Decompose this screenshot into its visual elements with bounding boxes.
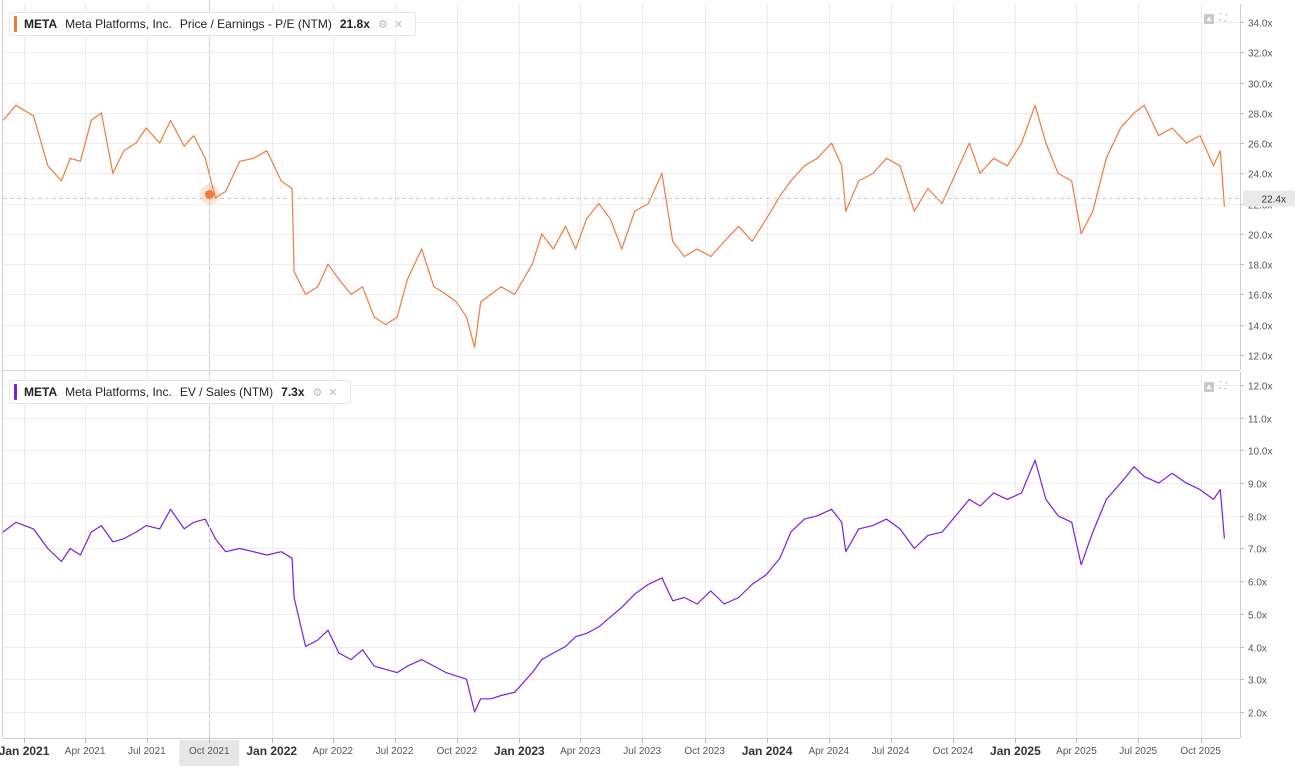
ev-minimize-icon[interactable]: ▲ bbox=[1204, 382, 1214, 392]
y-tick-label: 5.0x bbox=[1248, 611, 1267, 622]
x-tick-label: Apr 2021 bbox=[65, 746, 106, 757]
x-tick-label: Jan 2022 bbox=[246, 744, 297, 758]
pe-minimize-icon[interactable]: ▲ bbox=[1204, 14, 1214, 24]
y-tick-label: 12.0x bbox=[1248, 382, 1272, 393]
ev-panel-controls: ▲ ⛶ bbox=[1204, 382, 1228, 392]
pe-series-swatch bbox=[14, 16, 17, 32]
y-tick-label: 14.0x bbox=[1248, 322, 1272, 333]
pe-maximize-icon[interactable]: ⛶ bbox=[1219, 13, 1227, 24]
y-tick-label: 6.0x bbox=[1248, 578, 1267, 589]
x-tick-label: Oct 2023 bbox=[684, 746, 725, 757]
x-tick-label: Apr 2023 bbox=[560, 746, 601, 757]
x-tick-label: Jul 2025 bbox=[1119, 746, 1157, 757]
ev-legend-ticker: META bbox=[24, 385, 58, 399]
pe-legend-company: Meta Platforms, Inc. bbox=[65, 17, 172, 31]
ev-legend[interactable]: META Meta Platforms, Inc. EV / Sales (NT… bbox=[9, 380, 351, 404]
x-tick-label: Jan 2021 bbox=[0, 744, 50, 758]
x-tick-label: Apr 2025 bbox=[1056, 746, 1097, 757]
x-tick-label: Apr 2024 bbox=[809, 746, 850, 757]
pe-legend-ticker: META bbox=[24, 17, 58, 31]
y-tick-label: 30.0x bbox=[1248, 80, 1272, 91]
y-tick-label: 26.0x bbox=[1248, 140, 1272, 151]
ev-settings-icon[interactable]: ⚙ bbox=[312, 386, 323, 399]
pe-legend[interactable]: META Meta Platforms, Inc. Price / Earnin… bbox=[9, 12, 416, 36]
y-tick-label: 7.0x bbox=[1248, 545, 1267, 556]
y-tick-label: 4.0x bbox=[1248, 644, 1267, 655]
x-tick-label: Jul 2022 bbox=[376, 746, 414, 757]
pe-series-line[interactable] bbox=[2, 104, 1225, 348]
x-tick-label: Jul 2021 bbox=[128, 746, 166, 757]
x-tick-label: Apr 2022 bbox=[312, 746, 353, 757]
ev-maximize-icon[interactable]: ⛶ bbox=[1219, 381, 1227, 392]
x-tick-label: Oct 2022 bbox=[437, 746, 478, 757]
highlighted-x-tick-background bbox=[179, 740, 240, 766]
ev-sales-panel[interactable]: 2.0x 3.0x 4.0x 5.0x 6.0x 7.0x 8.0x 9.0x 10.0x 11.… bbox=[2, 372, 1272, 738]
y-tick-label: 9.0x bbox=[1248, 480, 1267, 491]
x-axis: Jan 2021 Apr 2021 Jul 2021 Oct 2021 Jan 2022… bbox=[0, 738, 1240, 766]
crosshair-value-tag-background bbox=[1243, 190, 1295, 207]
x-tick-label: Jan 2025 bbox=[990, 744, 1041, 758]
y-tick-label: 20.0x bbox=[1248, 231, 1272, 242]
y-tick-label: 18.0x bbox=[1248, 261, 1272, 272]
ev-series-swatch bbox=[14, 384, 17, 400]
x-tick-label: Jan 2024 bbox=[742, 744, 793, 758]
pe-legend-value: 21.8x bbox=[339, 17, 370, 31]
ev-sales-series-line[interactable] bbox=[2, 459, 1225, 713]
x-tick-label: Oct 2024 bbox=[933, 746, 974, 757]
y-tick-label: 11.0x bbox=[1248, 415, 1272, 426]
y-tick-label: 3.0x bbox=[1248, 676, 1267, 687]
y-tick-label: 12.0x bbox=[1248, 352, 1272, 363]
y-tick-label: 24.0x bbox=[1248, 170, 1272, 181]
x-tick-label: Jul 2023 bbox=[623, 746, 661, 757]
crosshair-point[interactable] bbox=[205, 190, 214, 199]
y-tick-label: 8.0x bbox=[1248, 513, 1267, 524]
x-tick-label: Oct 2021 bbox=[189, 746, 230, 757]
y-tick-label: 28.0x bbox=[1248, 110, 1272, 121]
x-tick-label: Oct 2025 bbox=[1180, 746, 1221, 757]
crosshair: 22.4x bbox=[3, 0, 1295, 738]
y-tick-label: 10.0x bbox=[1248, 447, 1272, 458]
ev-remove-icon[interactable]: ✕ bbox=[328, 386, 338, 399]
pe-panel-controls: ▲ ⛶ bbox=[1204, 14, 1228, 24]
ev-legend-value: 7.3x bbox=[281, 385, 305, 399]
x-tick-label: Jul 2024 bbox=[872, 746, 910, 757]
pe-settings-icon[interactable]: ⚙ bbox=[377, 18, 388, 31]
ev-legend-company: Meta Platforms, Inc. bbox=[65, 385, 172, 399]
y-tick-label: 34.0x bbox=[1248, 19, 1272, 30]
pe-remove-icon[interactable]: ✕ bbox=[393, 18, 403, 31]
ev-legend-metric: EV / Sales (NTM) bbox=[179, 385, 274, 399]
y-tick-label: 2.0x bbox=[1248, 709, 1267, 720]
y-tick-label: 16.0x bbox=[1248, 291, 1272, 302]
crosshair-value-label: 22.4x bbox=[1262, 195, 1286, 206]
pe-legend-metric: Price / Earnings - P/E (NTM) bbox=[179, 17, 332, 31]
x-tick-label: Jan 2023 bbox=[494, 744, 545, 758]
y-tick-label: 32.0x bbox=[1248, 49, 1272, 60]
